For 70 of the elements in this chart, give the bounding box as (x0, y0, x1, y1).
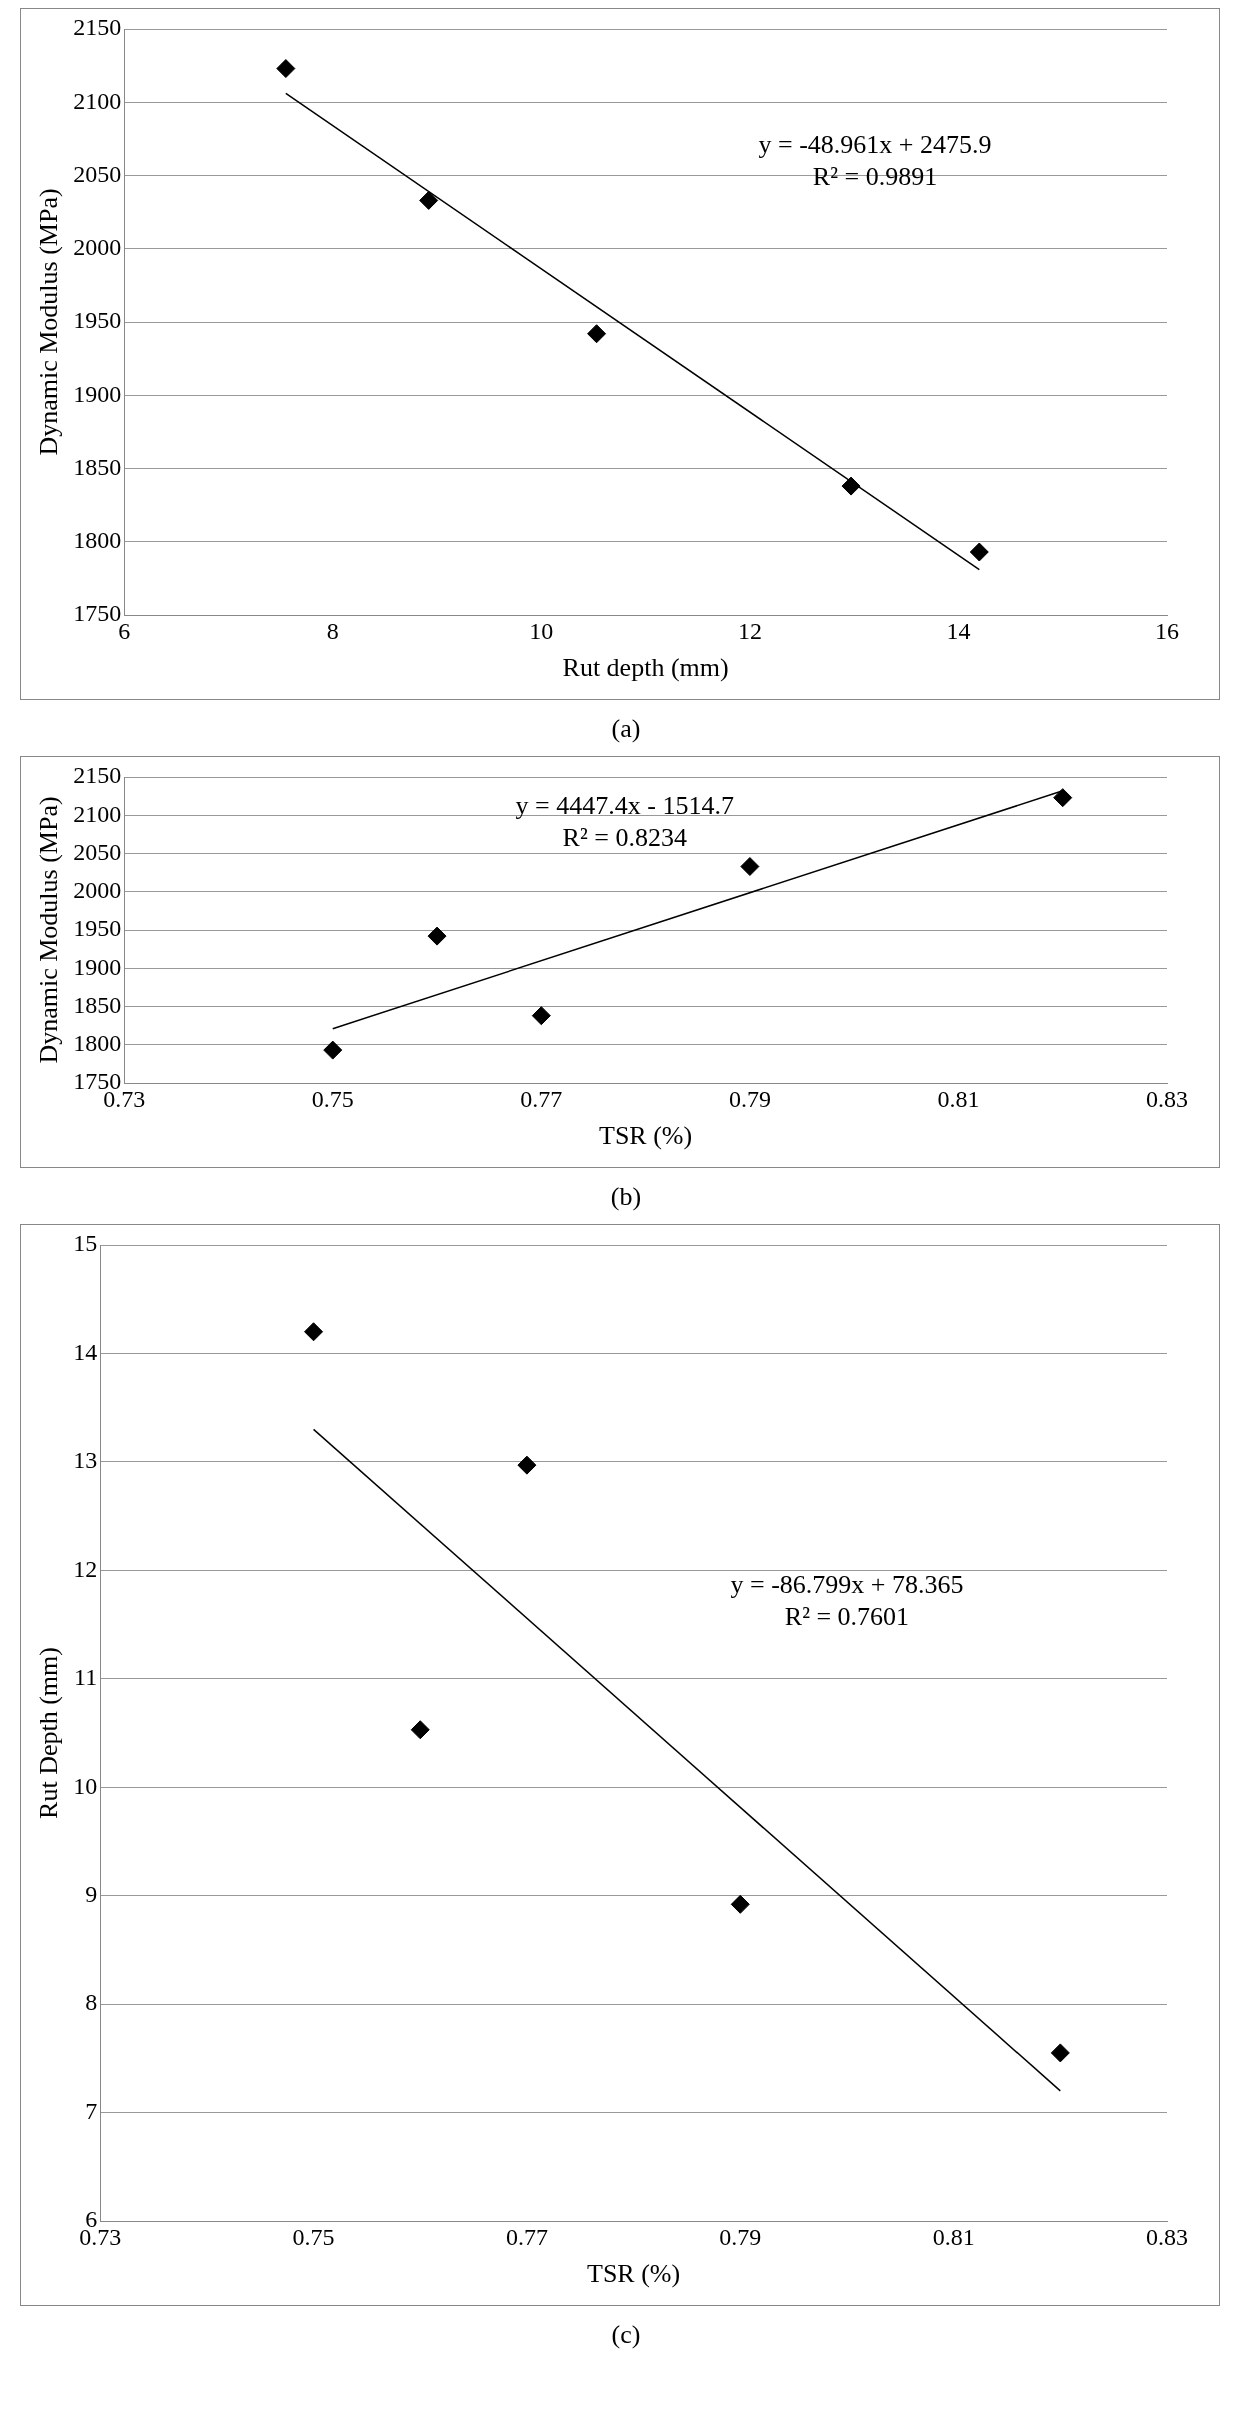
point (730, 1894, 750, 1914)
x-tick-label: 0.79 (728, 1085, 771, 1112)
x-tick-label: 0.81 (932, 2223, 975, 2250)
point (1050, 2043, 1070, 2063)
annotation: R² = 0.7601 (784, 1602, 910, 1632)
text: (b) (609, 1182, 643, 1212)
y-tick-label: 2100 (73, 87, 122, 114)
x-tick-label: 0.79 (719, 2223, 762, 2250)
x-tick-label: 16 (1155, 617, 1179, 644)
point (427, 926, 447, 946)
y-axis-title: Dynamic Modulus (MPa) (34, 188, 64, 456)
y-tick-label: 1800 (73, 1030, 122, 1057)
y-tick-label: 2000 (73, 877, 122, 904)
point (276, 59, 296, 79)
point (419, 190, 439, 210)
text: (a) (610, 714, 642, 744)
x-axis-title: TSR (%) (599, 1121, 693, 1151)
y-tick-label: 2150 (73, 14, 122, 41)
point (410, 1720, 430, 1740)
y-tick-label: 13 (73, 1447, 98, 1474)
y-tick-label: 15 (73, 1230, 98, 1257)
y-tick-label: 8 (85, 1989, 98, 2016)
y-tick-label: 7 (85, 2097, 98, 2124)
y-tick-label: 2100 (73, 800, 122, 827)
y-tick-label: 1800 (73, 527, 122, 554)
y-tick-label: 1900 (73, 953, 122, 980)
y-axis-title: Rut Depth (mm) (34, 1647, 64, 1819)
y-axis-title: Dynamic Modulus (MPa) (34, 796, 64, 1064)
y-tick-label: 2000 (73, 234, 122, 261)
y-tick-label: 2050 (73, 838, 122, 865)
y-tick-label: 10 (73, 1772, 98, 1799)
y-tick-label: 1950 (73, 307, 122, 334)
annotation: y = 4447.4x - 1514.7 (515, 791, 734, 821)
y-tick-label: 14 (73, 1338, 98, 1365)
y-tick-label: 11 (74, 1664, 98, 1691)
y-tick-label: 2050 (73, 160, 122, 187)
x-tick-label: 8 (326, 617, 339, 644)
y-tick-label: 12 (73, 1555, 98, 1582)
x-axis-title: TSR (%) (587, 2259, 681, 2289)
y-tick-label: 9 (85, 1880, 98, 1907)
x-tick-label: 0.83 (1146, 1085, 1188, 1112)
annotation: R² = 0.8234 (562, 823, 687, 853)
point (587, 324, 607, 344)
x-tick-label: 0.83 (1146, 2223, 1188, 2250)
point (969, 542, 989, 562)
point (841, 476, 861, 496)
x-tick-label: 10 (529, 617, 554, 644)
point (304, 1322, 324, 1342)
point (1053, 788, 1073, 808)
y-tick-label: 1850 (73, 453, 122, 480)
x-tick-label: 0.75 (292, 2223, 335, 2250)
x-tick-label: 0.81 (937, 1085, 980, 1112)
x-tick-label: 0.77 (505, 2223, 548, 2250)
x-tick-label: 12 (737, 617, 762, 644)
y-tick-label: 1850 (73, 991, 122, 1018)
point (740, 857, 760, 877)
point (323, 1040, 343, 1060)
x-tick-label: 0.77 (520, 1085, 563, 1112)
x-axis-title: Rut depth (mm) (562, 653, 729, 683)
x-tick-label: 14 (946, 617, 971, 644)
annotation: y = -86.799x + 78.365 (730, 1570, 964, 1600)
text: (c) (610, 2320, 642, 2350)
point (517, 1455, 537, 1475)
y-tick-label: 1900 (73, 380, 122, 407)
annotation: y = -48.961x + 2475.9 (758, 130, 992, 160)
x-tick-label: 0.75 (311, 1085, 354, 1112)
annotation: R² = 0.9891 (812, 162, 938, 192)
y-tick-label: 2150 (73, 762, 122, 789)
point (531, 1006, 551, 1026)
y-tick-label: 1950 (73, 915, 122, 942)
